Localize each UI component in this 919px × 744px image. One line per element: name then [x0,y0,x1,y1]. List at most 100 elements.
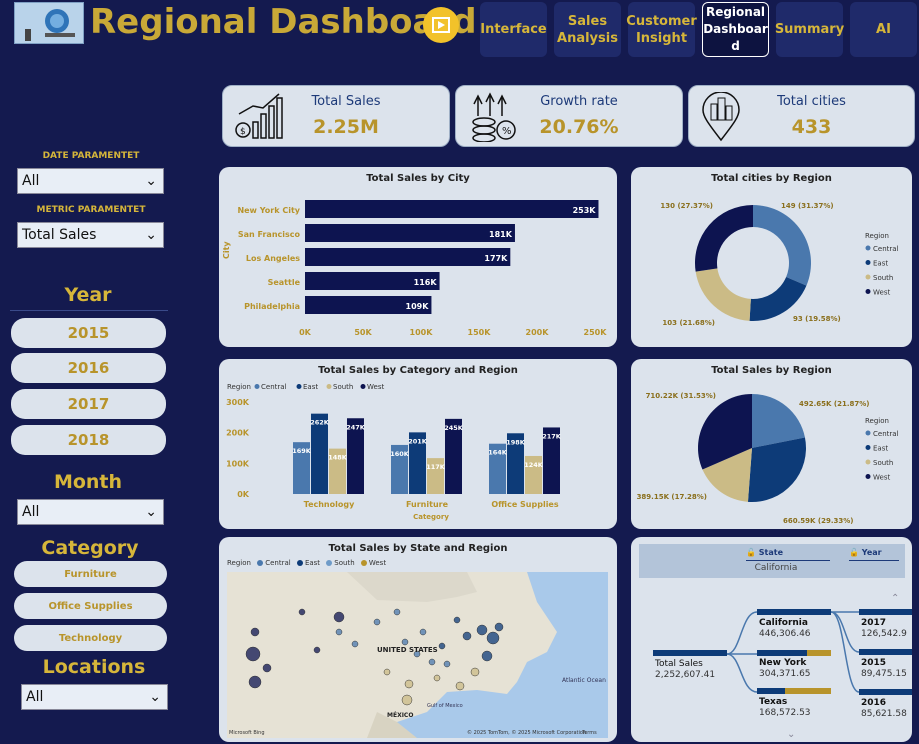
map-bubble[interactable] [401,694,413,706]
nav-interface[interactable]: Interface [480,2,547,57]
category-bar[interactable] [507,433,524,494]
map-bubble[interactable] [333,611,345,623]
tree-node-texas[interactable]: Texas 168,572.53 [759,697,811,719]
legend-dot [865,289,871,294]
tree-node-new-york[interactable]: New York 304,371.65 [759,658,811,680]
category-bar[interactable] [409,432,426,494]
year-2015-button[interactable]: 2015 [11,318,166,348]
kpi-value: 2.25M [313,116,379,138]
metric-parameter-label: METRIC PARAMENTET [36,205,146,215]
map-bubble[interactable] [351,640,359,648]
node-label: New York [759,658,807,668]
pie-slice[interactable] [747,437,806,502]
map-bubble[interactable] [433,674,441,682]
year-2016-button[interactable]: 2016 [11,353,166,383]
chevron-up-icon[interactable]: ⌃ [891,593,899,604]
nav-sales-analysis[interactable]: Sales Analysis [554,2,621,57]
city-bar[interactable] [305,224,515,242]
x-tick-label: 250K [584,328,608,337]
tree-node-california[interactable]: California 446,306.46 [759,618,811,640]
kpi-label: Total cities [777,94,846,109]
legend-item: Central [261,383,287,391]
nav-summary[interactable]: Summary [775,2,844,57]
map-bubble[interactable] [455,681,465,691]
category-bar[interactable] [347,418,364,494]
category-bar[interactable] [293,442,310,494]
map-bubble[interactable] [404,679,414,689]
city-bar[interactable] [305,200,599,218]
map-bubble[interactable] [486,631,500,645]
map-canvas[interactable]: UNITED STATES MÉXICO Atlantic Ocean Gulf… [227,572,608,738]
category-bar[interactable] [427,458,444,494]
year-2017-button[interactable]: 2017 [11,389,166,419]
category-bar[interactable] [525,455,542,494]
category-bar[interactable] [391,444,408,494]
legend-item: South [333,383,353,391]
pie-slice[interactable] [702,448,752,502]
locations-select[interactable]: All ⌄ [21,684,168,710]
map-bubble[interactable] [476,624,488,636]
legend-dot [865,445,871,450]
map-bubble[interactable] [438,642,446,650]
map-bubble[interactable] [250,627,260,637]
tree-node-2016[interactable]: 2016 85,621.58 [861,698,907,720]
year-level-header[interactable]: 🔓 Year [849,548,882,557]
category-bar[interactable] [543,427,560,494]
map-bubble[interactable] [453,616,461,624]
pie-slice[interactable] [749,277,807,321]
pie-slice[interactable] [752,394,805,448]
map-bubble[interactable] [413,650,421,658]
state-level-header[interactable]: 🔓 State [746,548,783,557]
play-button[interactable] [423,7,459,43]
chevron-down-icon[interactable]: ⌄ [787,729,795,740]
pie-slice[interactable] [698,394,752,470]
map-bubble[interactable] [248,675,262,689]
chart-title: Total Sales by Category and Region [318,365,518,376]
category-furniture-button[interactable]: Furniture [14,561,167,587]
map-bubble[interactable] [335,628,343,636]
map-bubble[interactable] [481,650,493,662]
category-bar[interactable] [329,448,346,494]
category-bar[interactable] [489,443,506,494]
nav-customer-insight[interactable]: Customer Insight [626,2,697,57]
city-bar[interactable] [305,272,440,290]
map-bubble[interactable] [245,646,261,662]
tree-node-2015[interactable]: 2015 89,475.15 [861,658,907,680]
map-bubble[interactable] [419,628,427,636]
tree-node-2017[interactable]: 2017 126,542.9 [861,618,907,640]
category-technology-button[interactable]: Technology [14,625,167,651]
month-select[interactable]: All ⌄ [17,499,164,525]
lock-icon: 🔓 [746,548,756,557]
city-label: San Francisco [238,230,301,239]
map-bubble[interactable] [262,663,272,673]
category-bar[interactable] [311,413,328,494]
chevron-down-icon: ⌄ [145,173,157,189]
map-bubble[interactable] [470,667,480,677]
nav-ai[interactable]: AI [850,2,917,57]
year-2018-button[interactable]: 2018 [11,425,166,455]
map-bubble[interactable] [373,618,381,626]
legend-dot [865,260,871,265]
map-bubble[interactable] [298,608,306,616]
legend-title: Region [227,559,251,567]
category-office-supplies-button[interactable]: Office Supplies [14,593,167,619]
map-bubble[interactable] [428,658,436,666]
city-bar[interactable] [305,248,511,266]
pie-slice[interactable] [753,205,811,286]
map-bubble[interactable] [443,660,451,668]
city-bar[interactable] [305,296,432,314]
map-bubble[interactable] [462,631,472,641]
map-bubble[interactable] [393,608,401,616]
tree-root-node[interactable]: Total Sales 2,252,607.41 [655,659,715,681]
category-bar[interactable] [445,418,462,494]
metric-parameter-select[interactable]: Total Sales ⌄ [17,222,164,248]
nav-regional-dashboard[interactable]: Regional Dashboar d [702,2,769,57]
map-terms-link[interactable]: Terms [581,730,597,736]
pie-slice[interactable] [695,268,751,321]
map-bubble[interactable] [494,622,504,632]
map-bubble[interactable] [383,668,391,676]
map-bubble[interactable] [401,638,409,646]
date-parameter-select[interactable]: All ⌄ [17,168,164,194]
map-bubble[interactable] [313,646,321,654]
pie-slice[interactable] [695,205,753,272]
